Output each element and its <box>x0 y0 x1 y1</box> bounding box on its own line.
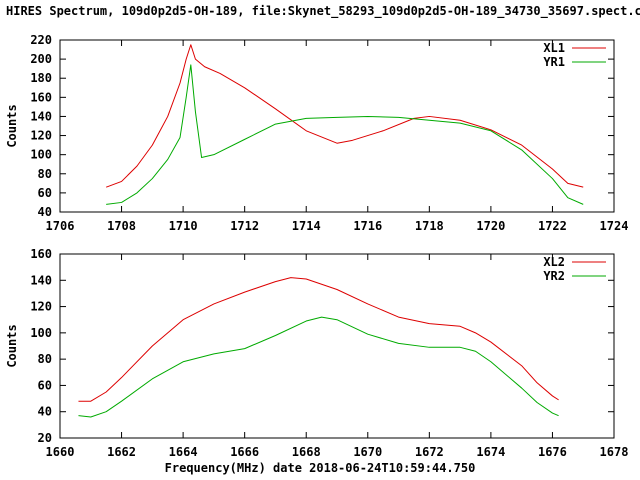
x-tick-label: 1716 <box>353 219 382 233</box>
y-tick-label: 20 <box>38 431 52 445</box>
y-tick-label: 140 <box>30 109 52 123</box>
x-tick-label: 1678 <box>600 445 629 459</box>
y-tick-label: 120 <box>30 300 52 314</box>
x-tick-label: 1706 <box>46 219 75 233</box>
legend-label-yr1: YR1 <box>543 55 565 69</box>
series-line-yr1 <box>106 64 584 205</box>
x-tick-label: 1724 <box>600 219 629 233</box>
y-tick-label: 160 <box>30 247 52 261</box>
y-tick-label: 40 <box>38 405 52 419</box>
x-tick-label: 1674 <box>476 445 505 459</box>
x-tick-label: 1708 <box>107 219 136 233</box>
x-tick-label: 1664 <box>169 445 198 459</box>
x-tick-label: 1662 <box>107 445 136 459</box>
x-tick-label: 1660 <box>46 445 75 459</box>
y-tick-label: 100 <box>30 148 52 162</box>
x-tick-label: 1714 <box>292 219 321 233</box>
y-tick-label: 60 <box>38 186 52 200</box>
y-tick-label: 120 <box>30 129 52 143</box>
y-tick-label: 80 <box>38 167 52 181</box>
x-tick-label: 1676 <box>538 445 567 459</box>
series-line-xl1 <box>105 44 584 188</box>
y-tick-label: 200 <box>30 52 52 66</box>
x-tick-label: 1712 <box>230 219 259 233</box>
y-tick-label: 100 <box>30 326 52 340</box>
y-tick-label: 60 <box>38 378 52 392</box>
chart-title: HIRES Spectrum, 109d0p2d5-OH-189, file:S… <box>6 4 640 18</box>
series-line-yr2 <box>78 316 559 418</box>
y-tick-label: 80 <box>38 352 52 366</box>
x-tick-label: 1720 <box>476 219 505 233</box>
y-tick-label: 180 <box>30 71 52 85</box>
legend-label-yr2: YR2 <box>543 269 565 283</box>
x-axis-label: Frequency(MHz) date 2018-06-24T10:59:44.… <box>164 461 476 475</box>
y-tick-label: 160 <box>30 90 52 104</box>
plot-frame-1 <box>59 39 615 213</box>
x-tick-label: 1722 <box>538 219 567 233</box>
x-tick-label: 1670 <box>353 445 382 459</box>
y-axis-label: Counts <box>5 104 19 147</box>
y-axis-label: Counts <box>5 324 19 367</box>
y-tick-label: 40 <box>38 205 52 219</box>
x-tick-label: 1668 <box>292 445 321 459</box>
x-tick-label: 1710 <box>169 219 198 233</box>
y-tick-label: 220 <box>30 33 52 47</box>
series-line-xl2 <box>78 277 559 402</box>
x-tick-label: 1666 <box>230 445 259 459</box>
legend-label-xl1: XL1 <box>543 41 565 55</box>
plot-frame-2 <box>59 253 615 439</box>
x-tick-label: 1672 <box>415 445 444 459</box>
y-tick-label: 140 <box>30 273 52 287</box>
legend-label-xl2: XL2 <box>543 255 565 269</box>
x-tick-label: 1718 <box>415 219 444 233</box>
